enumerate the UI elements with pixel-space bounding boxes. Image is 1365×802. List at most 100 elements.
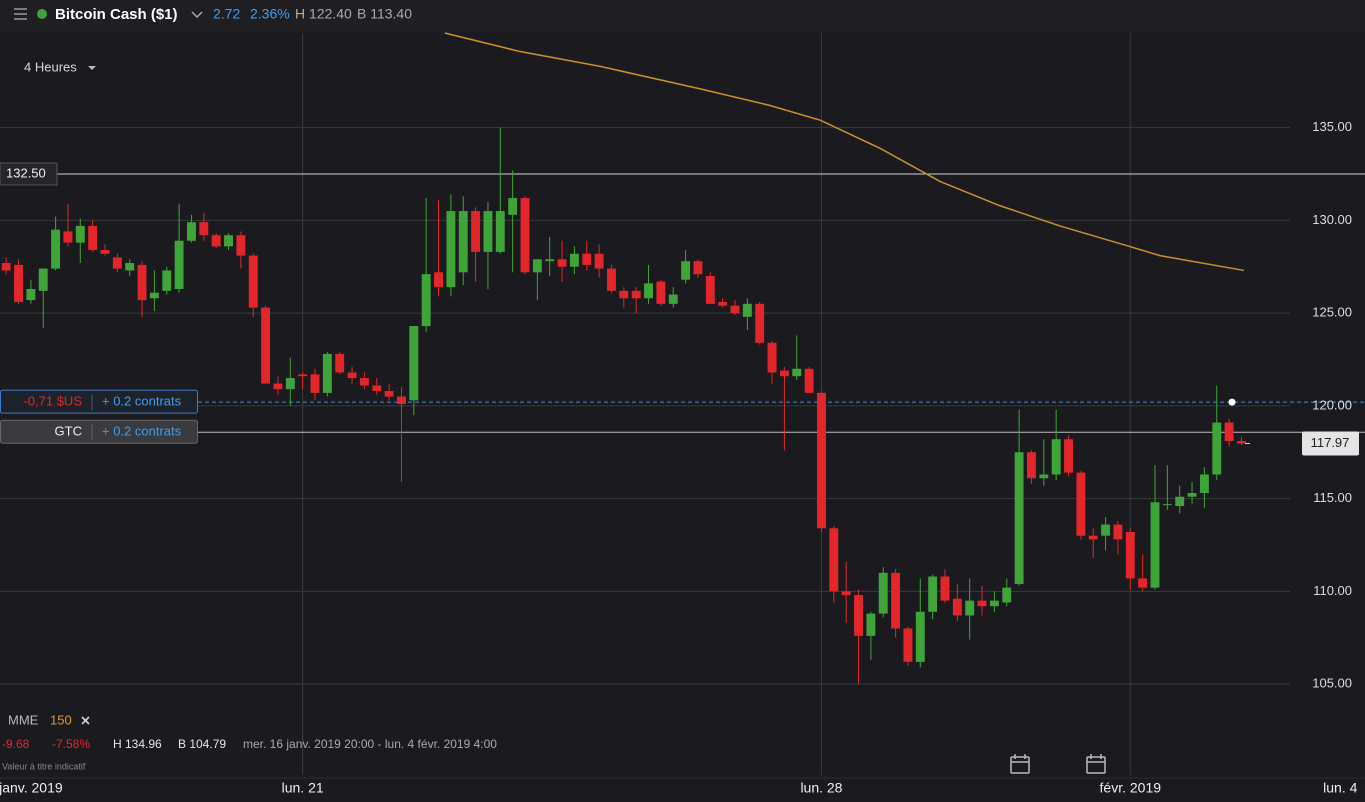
candle-body [397,396,406,404]
candle-body [298,374,308,377]
candle-body [705,276,715,304]
candle-body [75,225,85,243]
candle-body [1088,535,1098,540]
candle-body [989,600,999,607]
candle-body [174,240,184,289]
candle-body [458,211,468,273]
x-tick-label: janv. 2019 [0,780,63,796]
candle-body [792,368,802,377]
event-icon[interactable] [1010,754,1030,774]
candle-body [273,383,283,390]
gtc-qty: + 0.2 contrats [102,424,182,439]
event-icon[interactable] [1086,754,1106,774]
candle-body [545,259,555,262]
candle-body [248,255,258,308]
indicator-period: 150 [50,712,72,727]
y-tick-label: 120.00 [1312,397,1352,412]
candle-body [940,576,950,601]
candle-body [668,294,678,304]
candle-body [656,281,666,304]
candle-body [582,253,592,265]
candle-body [1039,474,1049,479]
candle-body [409,326,419,401]
candle-body [100,250,110,254]
change: 2.72 [213,6,240,22]
interval-dropdown[interactable] [88,66,96,70]
candle-body [26,288,36,301]
header-bar [0,0,1365,32]
candle-body [1237,441,1246,444]
menu-icon[interactable] [14,8,27,20]
high: H 122.40 [295,6,352,22]
candle-body [372,385,382,392]
candle-body [434,272,443,288]
candle-body [1162,504,1172,506]
order-qty: + 0.2 contrats [102,394,182,409]
candle-body [755,303,765,343]
candle-body [236,235,246,256]
indicator-remove[interactable] [81,716,90,725]
candle-body [965,600,975,616]
candle-body [187,222,196,241]
candle-body [421,274,431,327]
candle-body [841,591,851,596]
candle-body [1027,452,1036,479]
gtc-label: GTC [55,424,82,439]
candle-body [1051,439,1061,475]
candle-body [952,598,962,616]
candle-body [767,342,777,373]
candle-body [1187,493,1197,497]
candle-body [607,268,616,291]
alert-label: 132.50 [6,165,46,180]
candle-body [508,198,518,215]
x-tick-label: févr. 2019 [1100,780,1162,796]
candle-body [1150,502,1160,588]
x-tick-label: lun. 21 [282,780,324,796]
candle-body [471,211,481,252]
candle-body [359,378,369,386]
y-tick-label: 105.00 [1312,676,1352,691]
candle-body [693,261,703,275]
candle-body [446,211,456,288]
candle-body [915,611,925,662]
alert-label-box [0,162,58,186]
candle-body [125,263,135,271]
moving-average-line [444,32,1245,272]
gtc-box [0,419,198,444]
x-tick-label: lun. 28 [800,780,842,796]
candle-body [532,259,542,273]
candle-body [199,222,209,236]
instrument-dropdown[interactable] [191,11,203,19]
candle-body [483,211,493,252]
y-tick-label: 130.00 [1312,212,1352,227]
candle-body [137,264,147,301]
y-tick-label: 125.00 [1312,305,1352,320]
candle-body [322,353,332,393]
candle-body [1076,472,1086,536]
candle-body [285,378,295,390]
candle-body [1125,531,1135,579]
last-price-label: 117.97 [1311,435,1350,450]
candle-body [718,301,728,306]
y-tick-label: 115.00 [1313,490,1352,505]
low: B 113.40 [357,6,412,22]
instrument-title[interactable]: Bitcoin Cash ($1) [55,6,178,23]
candle-body [1199,474,1209,494]
candle-body [1014,452,1024,584]
candle-body [261,307,271,384]
candle-body [149,292,159,299]
candle-body [211,235,221,247]
y-tick-label: 110.00 [1313,583,1352,598]
disclaimer: Valeur à titre indicatif [2,761,86,771]
candle-body [162,270,172,291]
range-low: B 104.79 [178,737,226,751]
candle-body [335,353,345,373]
candle-body [1101,524,1111,536]
candle-body [1113,524,1123,540]
candle-body [730,305,740,314]
interval-selector[interactable]: 4 Heures [24,59,77,74]
candle-body [903,628,913,662]
candle-body [1064,439,1073,473]
candle-body [495,211,505,252]
